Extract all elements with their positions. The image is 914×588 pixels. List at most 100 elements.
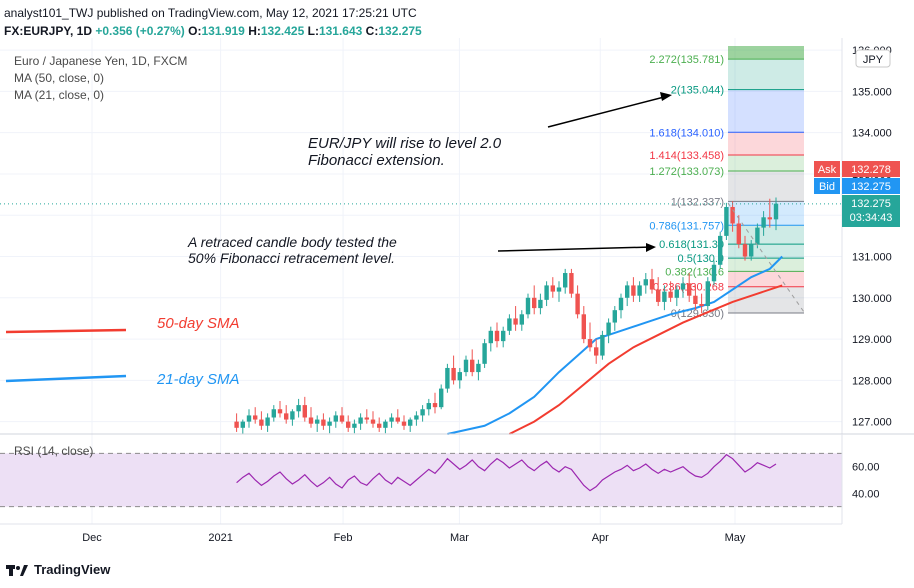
high-value: 132.425 (260, 24, 305, 38)
price-tick-label: 130.000 (852, 293, 892, 305)
candle-body (606, 322, 611, 335)
fib-level-label: 0.382(130.6 (665, 266, 724, 278)
candle-body (662, 291, 667, 302)
candle-body (246, 415, 252, 422)
time-tick-label: Mar (450, 532, 469, 544)
sma21-annotation: 21-day SMA (156, 371, 240, 388)
candle-body (711, 264, 717, 282)
sma21-series (447, 255, 783, 435)
candle-body (600, 334, 605, 356)
fib-level-label: 1.414(133.458) (649, 150, 724, 162)
candle-body (463, 359, 469, 373)
last-price: 132.275 (851, 198, 891, 210)
candle-body (302, 405, 307, 418)
candle-body (625, 285, 630, 298)
candle-body (587, 339, 593, 348)
candle-body (277, 409, 283, 414)
fib-zone (728, 201, 804, 226)
fibonacci-levels: 2.272(135.781) 2(135.044) 1.618(134.010) 1.… (649, 46, 804, 320)
time-tick-label: 2021 (208, 532, 232, 544)
time-tick-label: Apr (592, 532, 609, 544)
rsi-tick-60: 60.00 (852, 462, 880, 474)
candle-body (507, 318, 512, 331)
candle-body (699, 303, 704, 307)
fib-level-label: 0.5(130.9 (678, 253, 724, 265)
open-label: O: (188, 24, 202, 38)
candle-body (705, 281, 710, 307)
bid-label: Bid (819, 181, 835, 193)
candle-body (333, 415, 338, 422)
price-tick-label: 134.000 (852, 128, 892, 140)
candle-body (687, 283, 692, 296)
retrace-arrow (497, 246, 653, 252)
rsi-tick-40: 40.00 (852, 488, 880, 500)
candle-body (488, 330, 493, 344)
candles-series (234, 197, 779, 434)
last-price-box (842, 195, 900, 227)
candle-body (383, 421, 388, 428)
fib-zone (728, 258, 804, 272)
rise-arrow (547, 95, 669, 128)
candle-body (749, 244, 754, 257)
low-value: 131.643 (318, 24, 363, 38)
candle-body (718, 235, 723, 265)
currency-tag: JPY (863, 54, 884, 66)
candle-body (649, 279, 655, 290)
candle-body (550, 285, 555, 292)
candle-body (253, 415, 258, 420)
price-tick-label: 127.000 (852, 417, 892, 429)
candle-body (501, 330, 506, 342)
candle-body (618, 297, 624, 311)
candle-body (742, 244, 748, 257)
candle-body (532, 297, 537, 309)
price-tick-label: 135.000 (852, 86, 892, 98)
currency-tag-box (855, 49, 891, 68)
sma50-legend-line (5, 328, 127, 334)
rise-arrowhead (660, 92, 672, 101)
bid-label-box (814, 178, 840, 194)
fib-zone (728, 132, 804, 156)
footer-brand-text: TradingView (34, 562, 111, 577)
price-tick-label: 131.000 (852, 252, 892, 264)
candle-body (321, 419, 326, 426)
time-tick-label: May (725, 532, 746, 544)
candle-body (656, 289, 661, 302)
candle-body (420, 409, 425, 416)
time-tick-label: Feb (334, 532, 353, 544)
sma21-line (447, 255, 783, 435)
fib-zone (728, 271, 804, 287)
candle-body (414, 415, 419, 420)
candle-body (631, 285, 636, 296)
candle-body (370, 419, 376, 424)
candle-body (594, 347, 599, 356)
publish-info: analyst101_TWJ published on TradingView.… (4, 6, 417, 20)
ask-label-box (814, 161, 840, 177)
legend-title: Euro / Japanese Yen, 1D, FXCM (14, 54, 188, 68)
fib-zone (728, 244, 804, 259)
footer-brand[interactable]: TradingView (6, 562, 110, 577)
rsi-label: RSI (14, close) (14, 444, 93, 458)
retrace-arrowhead (646, 243, 656, 252)
ask-price-box (842, 161, 900, 177)
candle-body (284, 413, 289, 420)
candle-body (730, 206, 735, 224)
candle-body (668, 291, 673, 298)
candle-body (575, 293, 580, 315)
candle-body (457, 372, 462, 381)
candle-body (569, 273, 574, 294)
candle-body (693, 295, 698, 304)
candle-body (761, 217, 766, 228)
candle-body (674, 289, 679, 298)
candle-body (494, 330, 500, 342)
bid-price-box (842, 178, 900, 194)
candle-body (637, 285, 642, 296)
candle-body (408, 419, 413, 426)
fib-level-label: 1.272(133.073) (649, 166, 724, 178)
candle-body (482, 343, 487, 364)
candle-body (538, 299, 543, 309)
change: +0.356 (+0.27%) (95, 24, 185, 38)
candle-body (470, 359, 475, 373)
candle-body (352, 423, 357, 428)
candle-body (308, 417, 314, 424)
candle-body (358, 417, 363, 424)
